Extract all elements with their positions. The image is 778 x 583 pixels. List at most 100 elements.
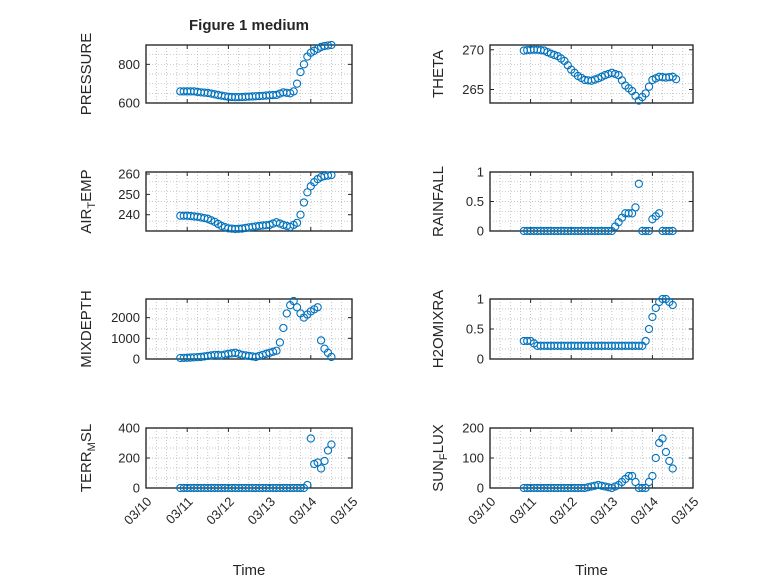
- axes-border: [145, 44, 353, 104]
- subplot-4: 0 0.5 1 RAINFALL: [430, 165, 694, 239]
- data-point: [292, 218, 302, 228]
- y-tick-label: 240: [118, 207, 140, 222]
- x-axis-label: Time: [575, 562, 608, 579]
- y-tick-label: 0: [477, 481, 484, 496]
- data-point: [611, 69, 620, 79]
- data-point: [658, 434, 667, 443]
- data-point: [289, 87, 298, 96]
- y-tick-label: 800: [118, 57, 140, 72]
- y-axis-label: PRESSURE: [78, 33, 95, 116]
- data-point: [658, 294, 667, 304]
- subplot-1: 600 800 PRESSURE Figure 1 medium: [78, 17, 353, 116]
- x-tick-label: 03/15: [327, 494, 361, 528]
- data-point: [292, 303, 302, 312]
- grid-lines: [145, 428, 353, 488]
- series-points: [176, 434, 336, 493]
- data-point: [665, 226, 674, 236]
- y-tick-label: 0: [477, 352, 484, 367]
- data-point: [303, 480, 312, 490]
- series-points: [519, 45, 681, 105]
- data-point: [590, 75, 600, 84]
- y-tick-label: 265: [462, 82, 484, 97]
- y-tick-label: 200: [462, 421, 484, 436]
- series-points: [176, 296, 336, 363]
- data-point: [279, 323, 288, 333]
- data-point: [296, 67, 305, 77]
- data-point: [296, 210, 305, 219]
- x-tick-label: 03/15: [668, 494, 702, 528]
- series-points: [519, 294, 677, 350]
- data-point: [641, 483, 650, 493]
- data-point: [651, 303, 660, 313]
- data-point: [282, 309, 291, 318]
- subplot-7: 03/10 03/11 03/12 03/13 03/14 03/15 0 200 400 TER…: [78, 421, 361, 528]
- data-point: [323, 171, 333, 180]
- subplot-3: 240 250 260 AIRTEMP: [78, 167, 353, 234]
- x-tick-label: 03/12: [203, 494, 237, 528]
- data-point: [327, 352, 336, 362]
- data-point: [641, 226, 650, 236]
- x-axis-label: Time: [233, 562, 266, 579]
- data-point: [327, 440, 336, 449]
- series-points: [519, 179, 677, 236]
- data-point: [604, 226, 613, 236]
- x-tick-label: 03/13: [245, 494, 279, 528]
- data-point: [668, 464, 677, 473]
- x-tick-label: 03/11: [163, 494, 196, 527]
- y-axis-label: MIXDEPTH: [78, 290, 95, 368]
- x-tick-label: 03/11: [506, 494, 539, 527]
- y-axis-label: SUNFLUX: [430, 424, 450, 492]
- subplot-2: 265 270 THETA: [430, 42, 694, 105]
- chart-title: Figure 1 medium: [189, 17, 309, 34]
- y-axis-label: AIRTEMP: [78, 169, 98, 233]
- data-point: [665, 456, 674, 466]
- y-tick-label: 1: [477, 165, 484, 180]
- y-axis-label: RAINFALL: [430, 166, 447, 237]
- data-point: [648, 471, 657, 481]
- data-point: [296, 483, 305, 493]
- data-point: [638, 483, 647, 493]
- y-axis-label: H2OMIXRA: [430, 290, 447, 368]
- data-point: [299, 198, 309, 207]
- y-axis-label: TERRMSL: [78, 424, 98, 492]
- data-point: [313, 303, 322, 312]
- data-point: [289, 296, 298, 306]
- y-tick-label: 100: [462, 451, 484, 466]
- series-points: [176, 40, 336, 102]
- data-point: [323, 41, 333, 50]
- y-tick-label: 0: [133, 352, 140, 367]
- y-tick-label: 1000: [111, 331, 140, 346]
- grid-lines: [489, 299, 694, 359]
- data-point: [327, 40, 336, 50]
- data-point: [668, 300, 677, 310]
- data-point: [624, 209, 633, 218]
- x-tick-label: 03/12: [546, 494, 580, 528]
- grid-lines: [489, 428, 694, 488]
- data-point: [631, 477, 640, 487]
- data-point: [316, 336, 326, 345]
- y-tick-label: 600: [118, 96, 140, 111]
- series-points: [519, 434, 677, 493]
- data-point: [299, 60, 309, 69]
- y-tick-label: 2000: [111, 310, 140, 325]
- data-point: [651, 453, 660, 463]
- data-point: [644, 82, 654, 91]
- y-tick-label: 0.5: [466, 194, 484, 209]
- x-tick-label: 03/14: [286, 494, 320, 528]
- data-point: [655, 209, 664, 218]
- data-point: [641, 336, 650, 346]
- data-point: [303, 188, 312, 197]
- subplot-8: 03/10 03/11 03/12 03/13 03/14 03/15 0 100 200 SUN…: [430, 421, 702, 528]
- subplot-grid: 600 800 PRESSURE Figure 1 medium 265 270 THETA…: [78, 17, 702, 579]
- data-point: [668, 226, 677, 236]
- data-point: [641, 89, 650, 98]
- y-tick-label: 0: [477, 224, 484, 239]
- data-point: [316, 464, 326, 473]
- data-point: [648, 312, 657, 322]
- x-tick-label: 03/14: [627, 494, 661, 528]
- data-point: [624, 471, 633, 481]
- data-point: [272, 346, 281, 355]
- y-tick-label: 400: [118, 421, 140, 436]
- y-tick-label: 250: [118, 187, 140, 202]
